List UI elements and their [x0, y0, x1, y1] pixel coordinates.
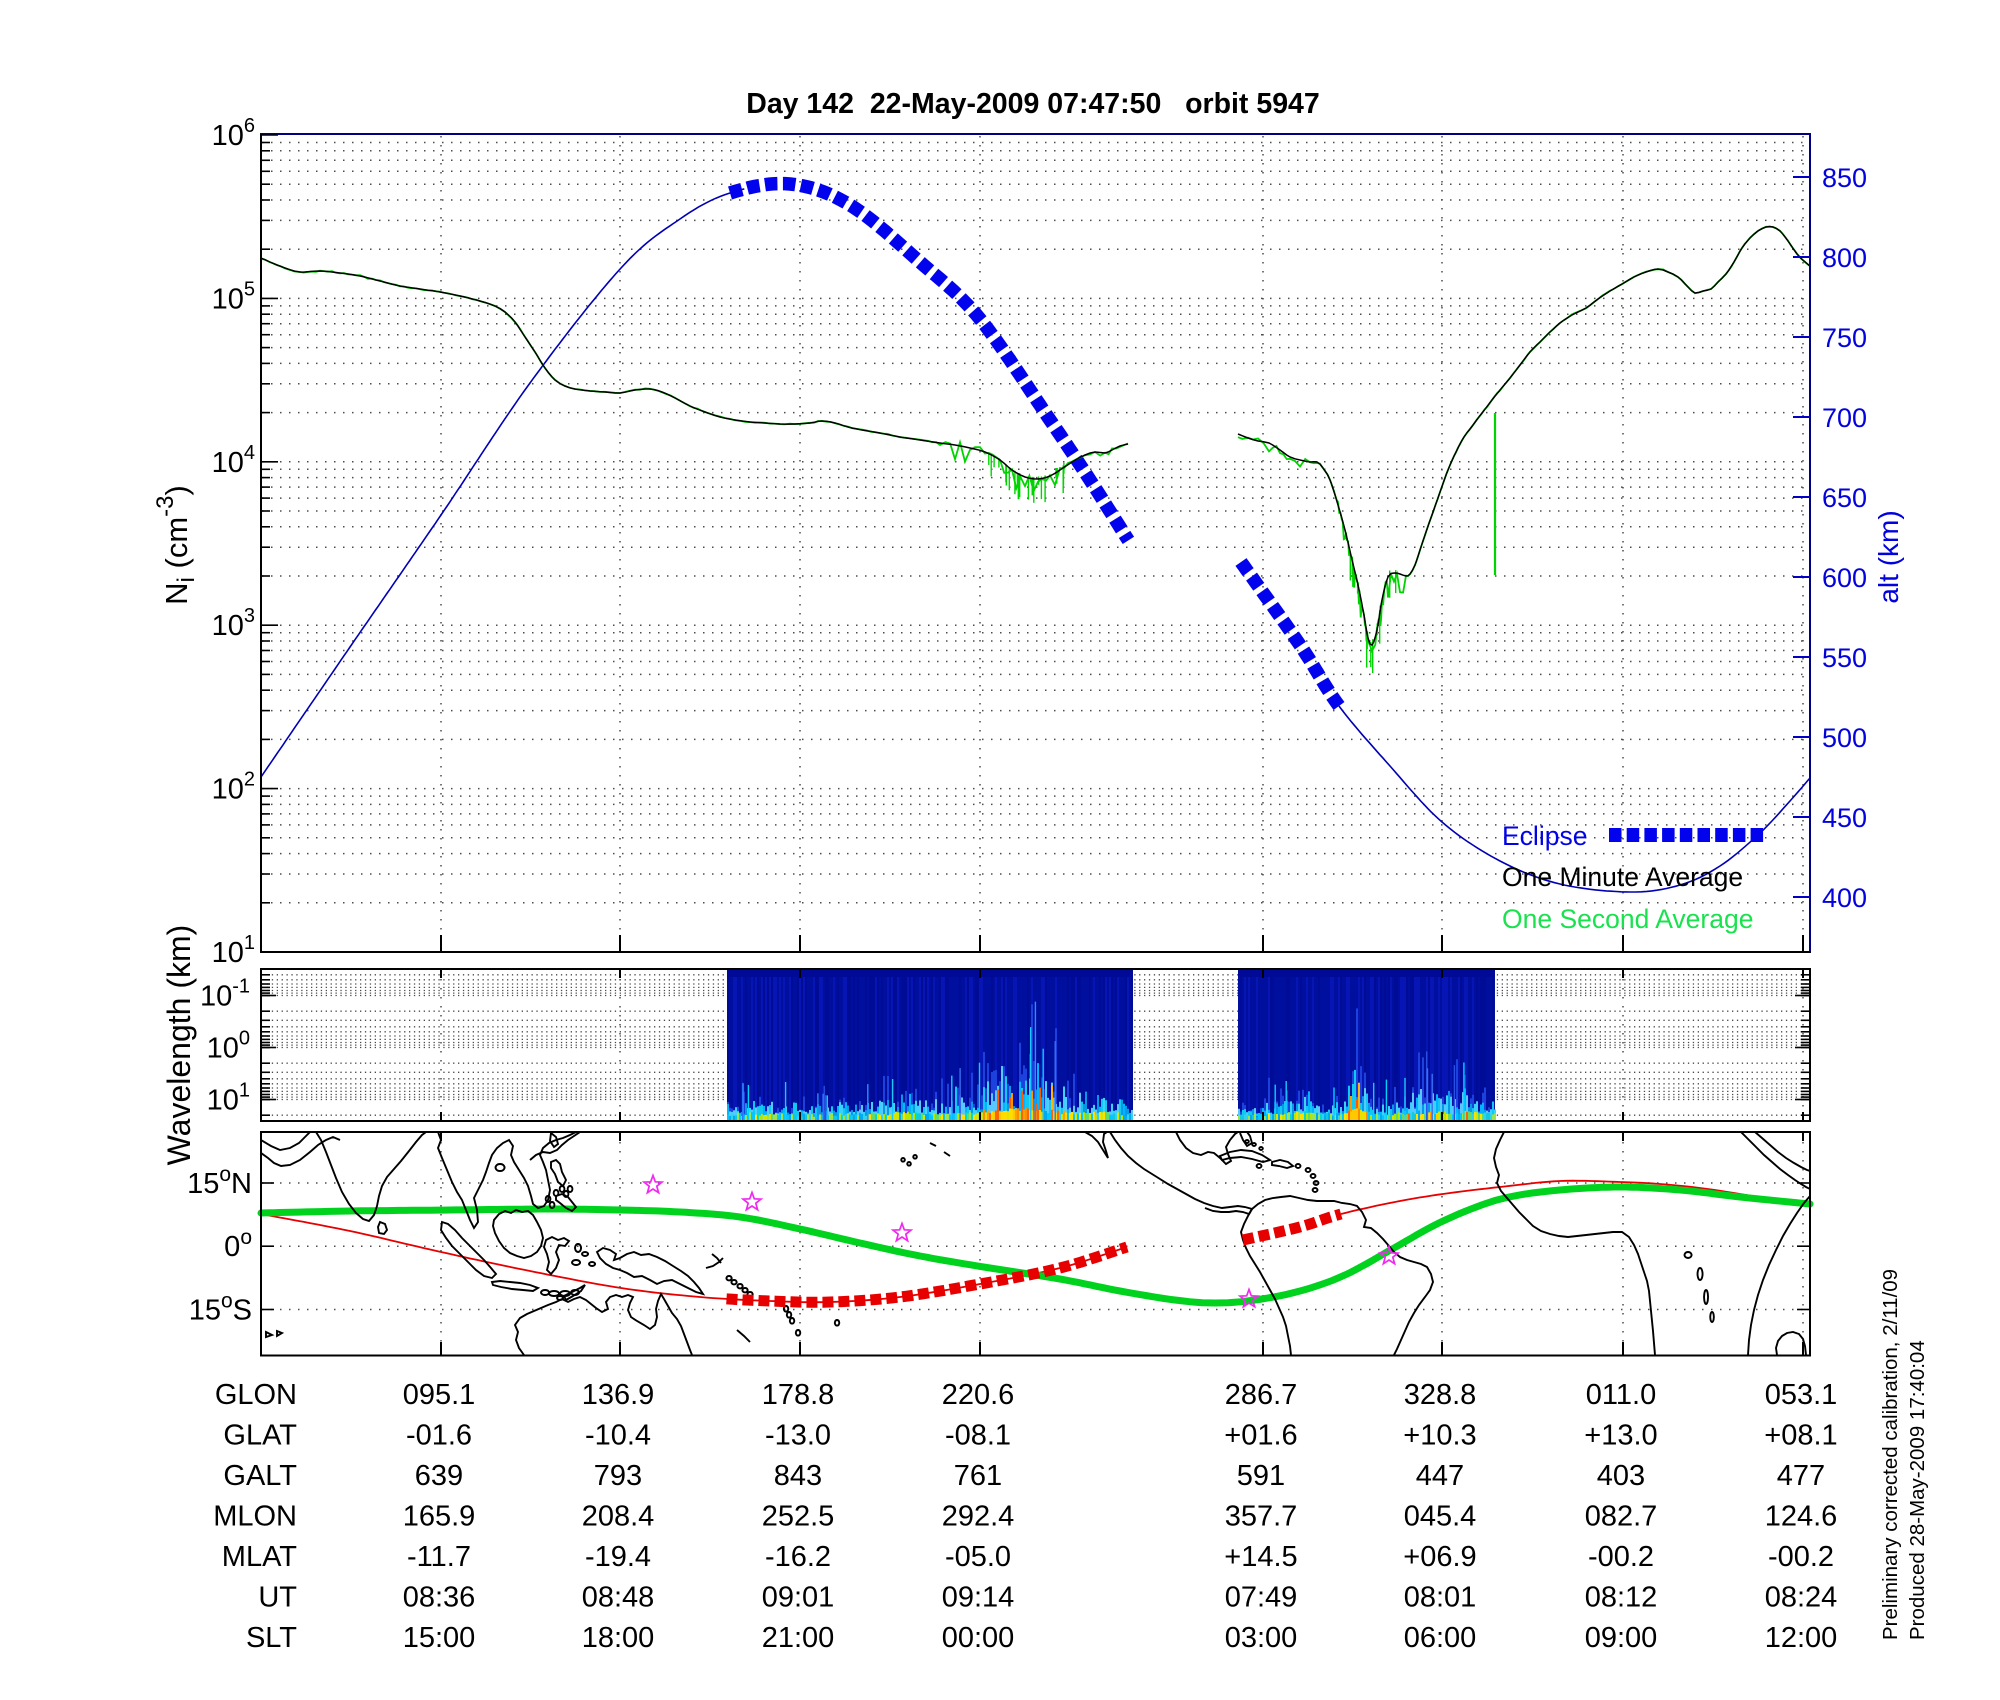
svg-text:053.1: 053.1: [1765, 1379, 1838, 1411]
svg-text:MLAT: MLAT: [222, 1541, 297, 1573]
svg-text:-19.4: -19.4: [585, 1541, 651, 1573]
svg-text:One Second Average: One Second Average: [1502, 904, 1753, 934]
svg-text:220.6: 220.6: [942, 1379, 1015, 1411]
svg-text:Wavelength (km): Wavelength (km): [161, 925, 197, 1166]
svg-text:00:00: 00:00: [942, 1622, 1015, 1654]
svg-text:08:36: 08:36: [403, 1582, 476, 1614]
svg-text:-00.2: -00.2: [1768, 1541, 1834, 1573]
svg-text:Produced 28-May-2009 17:40:04: Produced 28-May-2009 17:40:04: [1906, 1340, 1929, 1640]
svg-text:208.4: 208.4: [582, 1501, 655, 1533]
svg-text:+06.9: +06.9: [1403, 1541, 1476, 1573]
svg-text:15:00: 15:00: [403, 1622, 476, 1654]
svg-text:UT: UT: [258, 1582, 297, 1614]
svg-text:21:00: 21:00: [762, 1622, 835, 1654]
svg-text:591: 591: [1237, 1460, 1285, 1492]
svg-text:GLAT: GLAT: [223, 1420, 297, 1452]
svg-text:09:14: 09:14: [942, 1582, 1015, 1614]
svg-text:-16.2: -16.2: [765, 1541, 831, 1573]
svg-text:-10.4: -10.4: [585, 1420, 651, 1452]
svg-text:-13.0: -13.0: [765, 1420, 831, 1452]
svg-text:15oS: 15oS: [189, 1290, 252, 1327]
svg-text:09:00: 09:00: [1585, 1622, 1658, 1654]
svg-text:450: 450: [1822, 803, 1867, 833]
svg-text:SLT: SLT: [246, 1622, 297, 1654]
svg-text:alt (km): alt (km): [1873, 510, 1904, 603]
svg-text:850: 850: [1822, 163, 1867, 193]
svg-text:18:00: 18:00: [582, 1622, 655, 1654]
svg-text:500: 500: [1822, 723, 1867, 753]
svg-text:700: 700: [1822, 403, 1867, 433]
svg-text:750: 750: [1822, 323, 1867, 353]
svg-text:03:00: 03:00: [1225, 1622, 1298, 1654]
svg-text:One Minute Average: One Minute Average: [1502, 862, 1743, 892]
svg-text:178.8: 178.8: [762, 1379, 835, 1411]
svg-text:403: 403: [1597, 1460, 1645, 1492]
svg-text:124.6: 124.6: [1765, 1501, 1838, 1533]
svg-text:+08.1: +08.1: [1764, 1420, 1837, 1452]
svg-text:011.0: 011.0: [1586, 1379, 1656, 1411]
svg-text:-00.2: -00.2: [1588, 1541, 1654, 1573]
svg-text:800: 800: [1822, 243, 1867, 273]
svg-text:045.4: 045.4: [1404, 1501, 1477, 1533]
svg-text:08:01: 08:01: [1404, 1582, 1477, 1614]
svg-text:292.4: 292.4: [942, 1501, 1015, 1533]
svg-text:550: 550: [1822, 643, 1867, 673]
svg-text:08:48: 08:48: [582, 1582, 655, 1614]
svg-text:08:24: 08:24: [1765, 1582, 1838, 1614]
svg-text:08:12: 08:12: [1585, 1582, 1658, 1614]
svg-text:252.5: 252.5: [762, 1501, 835, 1533]
svg-text:286.7: 286.7: [1225, 1379, 1298, 1411]
svg-text:MLON: MLON: [213, 1501, 297, 1533]
svg-text:GALT: GALT: [223, 1460, 297, 1492]
svg-text:843: 843: [774, 1460, 822, 1492]
svg-text:Day 142 22-May-2009 07:47:50: Day 142 22-May-2009 07:47:50 orbit 5947: [746, 88, 1320, 120]
svg-text:-08.1: -08.1: [945, 1420, 1011, 1452]
svg-text:477: 477: [1777, 1460, 1825, 1492]
svg-text:+13.0: +13.0: [1584, 1420, 1657, 1452]
svg-text:650: 650: [1822, 483, 1867, 513]
svg-text:09:01: 09:01: [762, 1582, 835, 1614]
svg-text:Eclipse: Eclipse: [1502, 821, 1587, 851]
svg-text:165.9: 165.9: [403, 1501, 476, 1533]
svg-text:328.8: 328.8: [1404, 1379, 1477, 1411]
svg-text:GLON: GLON: [215, 1379, 297, 1411]
svg-text:+01.6: +01.6: [1224, 1420, 1297, 1452]
svg-text:100: 100: [207, 1028, 250, 1065]
svg-text:082.7: 082.7: [1585, 1501, 1658, 1533]
svg-text:12:00: 12:00: [1765, 1622, 1838, 1654]
svg-text:136.9: 136.9: [582, 1379, 655, 1411]
svg-text:+14.5: +14.5: [1224, 1541, 1297, 1573]
svg-text:793: 793: [594, 1460, 642, 1492]
svg-text:447: 447: [1416, 1460, 1464, 1492]
svg-text:-11.7: -11.7: [407, 1541, 471, 1573]
svg-text:+10.3: +10.3: [1403, 1420, 1476, 1452]
svg-text:400: 400: [1822, 883, 1867, 913]
svg-text:639: 639: [415, 1460, 463, 1492]
svg-text:357.7: 357.7: [1225, 1501, 1298, 1533]
svg-text:095.1: 095.1: [403, 1379, 476, 1411]
svg-text:761: 761: [954, 1460, 1002, 1492]
svg-text:600: 600: [1822, 563, 1867, 593]
svg-text:Preliminary corrected calibrat: Preliminary corrected calibration, 2/11/…: [1879, 1269, 1902, 1640]
svg-text:-01.6: -01.6: [406, 1420, 472, 1452]
svg-text:07:49: 07:49: [1225, 1582, 1298, 1614]
svg-text:Ni (cm-3): Ni (cm-3): [152, 485, 200, 605]
svg-text:06:00: 06:00: [1404, 1622, 1477, 1654]
svg-text:-05.0: -05.0: [945, 1541, 1011, 1573]
